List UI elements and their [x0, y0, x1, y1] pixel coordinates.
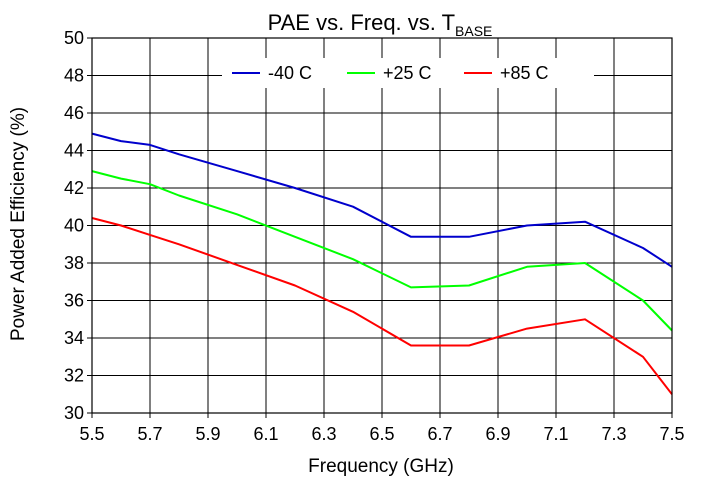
y-tick-label: 44 [64, 141, 84, 161]
x-tick-label: 6.5 [369, 424, 394, 444]
y-tick-label: 34 [64, 328, 84, 348]
x-tick-label: 6.1 [253, 424, 278, 444]
series-line-2 [91, 170, 673, 332]
chart-title-subscript: BASE [455, 23, 492, 39]
y-tick-label: 46 [64, 103, 84, 123]
x-tick-label: 7.3 [601, 424, 626, 444]
y-tick-label: 38 [64, 253, 84, 273]
x-tick-label: 5.7 [137, 424, 162, 444]
legend: -40 C +25 C +85 C [222, 58, 594, 88]
plot-frame [91, 37, 673, 414]
y-tick-label: 48 [64, 66, 84, 86]
x-tick-label: 5.5 [79, 424, 104, 444]
y-tick-label: 36 [64, 291, 84, 311]
y-tick-label: 30 [64, 403, 84, 423]
x-tick-label: 7.5 [659, 424, 684, 444]
x-tick-label: 6.7 [427, 424, 452, 444]
grid-lines [87, 37, 673, 418]
legend-label-3: +85 C [500, 63, 549, 83]
x-tick-label: 6.3 [311, 424, 336, 444]
x-tick-label: 5.9 [195, 424, 220, 444]
x-tick-label: 7.1 [543, 424, 568, 444]
series-line-3 [91, 217, 673, 395]
legend-label-1: -40 C [268, 63, 312, 83]
chart-title: PAE vs. Freq. vs. TBASE [268, 10, 493, 39]
y-tick-label: 50 [64, 28, 84, 48]
series-line-1 [91, 132, 673, 268]
x-tick-labels: 5.5 5.7 5.9 6.1 6.3 6.5 6.7 6.9 7.1 7.3 7.5 [79, 424, 684, 444]
y-tick-label: 42 [64, 178, 84, 198]
y-tick-label: 32 [64, 366, 84, 386]
x-axis-title: Frequency (GHz) [308, 456, 454, 477]
legend-label-2: +25 C [383, 63, 432, 83]
x-tick-label: 6.9 [485, 424, 510, 444]
y-tick-labels: 30 32 34 36 38 40 42 44 46 48 50 [64, 28, 84, 423]
y-axis-title: Power Added Efficiency (%) [8, 107, 29, 341]
legend-box [222, 58, 594, 88]
series-lines [91, 132, 673, 395]
y-tick-label: 40 [64, 216, 84, 236]
